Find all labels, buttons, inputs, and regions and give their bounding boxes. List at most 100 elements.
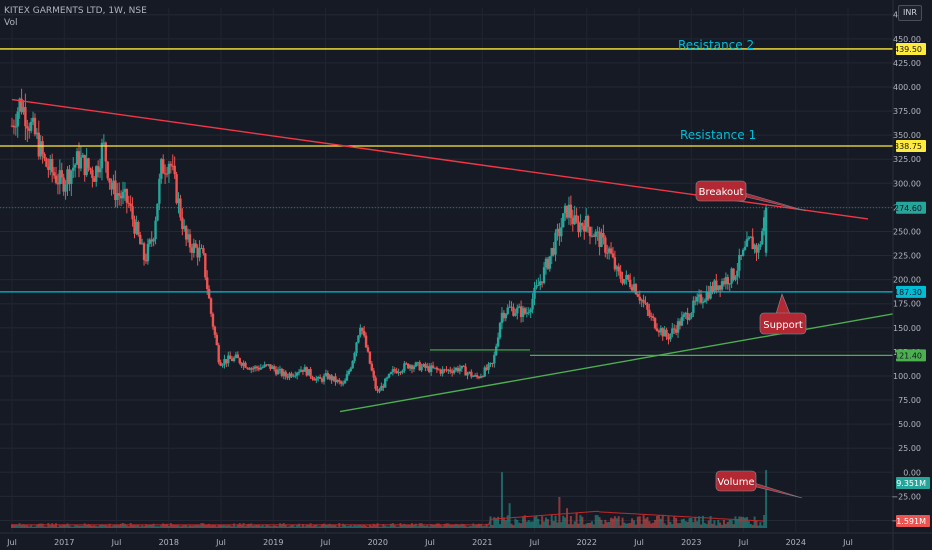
candle-body	[265, 364, 268, 366]
time-axis: Jul 2017 Jul 2018 Jul 2019 Jul 2020 Jul 2021 Jul 20…	[0, 532, 932, 547]
volume-bar	[181, 525, 184, 528]
candle-body	[458, 368, 462, 372]
candle-body	[341, 383, 345, 385]
candle-body	[160, 159, 163, 179]
candle-body	[481, 376, 485, 378]
volume-bar	[384, 525, 387, 528]
candle-body	[736, 270, 739, 277]
candle-body	[43, 154, 46, 159]
volume-bar	[409, 524, 412, 528]
volume-bar	[489, 516, 492, 528]
volume-bar	[227, 524, 230, 528]
volume-bar	[571, 524, 574, 528]
volume-bar	[682, 518, 685, 528]
volume-bar	[248, 523, 251, 528]
volume-bar	[188, 525, 191, 528]
time-tick-label: Jul	[424, 538, 435, 547]
candle-body	[569, 204, 573, 218]
candle-body	[586, 215, 590, 227]
volume-bar	[20, 525, 23, 528]
volume-bar	[382, 524, 385, 528]
volume-bar	[416, 526, 419, 528]
volume-bar	[135, 525, 138, 528]
candle-body	[472, 376, 475, 378]
candle-body	[175, 174, 178, 204]
candle-body	[12, 125, 16, 128]
candle-body	[355, 342, 358, 353]
volume-bar	[33, 526, 36, 528]
candle-body	[320, 378, 324, 382]
volume-bar	[236, 524, 239, 528]
volume-bar	[589, 522, 592, 528]
volume-bar	[634, 524, 637, 528]
volume-bar	[231, 526, 234, 528]
candle-body	[485, 367, 488, 370]
candle-body	[45, 158, 48, 167]
volume-bar	[514, 518, 517, 528]
volume-bar	[518, 522, 521, 528]
volume-bar	[608, 522, 611, 528]
volume-bar	[690, 518, 693, 528]
volume-bar	[512, 525, 515, 528]
candle-body	[607, 248, 611, 253]
candle-body	[426, 366, 429, 368]
candle-body	[470, 371, 473, 377]
volume-bar	[133, 525, 136, 528]
volume-bar	[148, 524, 151, 528]
candle-body	[517, 306, 521, 308]
volume-bar	[393, 525, 396, 528]
candle-body	[563, 205, 567, 214]
candle-body	[630, 287, 634, 291]
symbol-title: KITEX GARMENTS LTD, 1W, NSE	[4, 6, 147, 16]
volume-bar	[399, 523, 402, 528]
price-tick-label: 300.00	[893, 179, 921, 188]
volume-bar	[395, 526, 398, 528]
volume-bar	[131, 524, 134, 528]
candle-body	[466, 372, 469, 376]
candle-body	[273, 366, 276, 370]
volume-bar	[701, 515, 704, 528]
volume-bar	[753, 516, 756, 528]
candle-body	[135, 222, 138, 234]
candle-body	[661, 328, 664, 337]
volume-bar	[644, 518, 647, 528]
volume-bar	[698, 516, 701, 528]
time-tick-label: 2022	[577, 538, 597, 547]
volume-bar	[502, 517, 505, 528]
time-tick-label: 2024	[786, 538, 806, 547]
currency-badge[interactable]: INR	[898, 5, 922, 21]
candle-body	[477, 377, 481, 379]
volume-bar	[389, 523, 392, 528]
volume-bar	[537, 518, 540, 528]
candle-body	[37, 132, 40, 157]
candle-body	[330, 375, 333, 381]
volume-bar	[677, 523, 680, 528]
candle-body	[194, 243, 197, 248]
volume-bar	[277, 526, 280, 528]
volume-bar	[703, 522, 706, 528]
volume-bar	[210, 525, 213, 528]
candle-body	[230, 358, 234, 362]
candle-body	[431, 365, 435, 368]
volume-bar	[292, 524, 295, 528]
candle-body	[313, 378, 316, 381]
candle-body	[498, 323, 502, 338]
volume-bar	[717, 519, 720, 528]
volume-bar	[200, 523, 203, 528]
candle-body	[468, 371, 471, 373]
candle-body	[286, 376, 289, 378]
candle-body	[54, 175, 58, 183]
volume-callout-text: Volume	[717, 477, 754, 488]
volume-bar	[715, 525, 718, 528]
volume-bar	[464, 525, 467, 528]
candle-body	[288, 373, 291, 378]
volume-bar	[267, 525, 270, 528]
volume-bar	[345, 526, 348, 528]
candle-body	[493, 354, 496, 364]
volume-bar	[550, 514, 553, 528]
volume-bar	[77, 525, 80, 528]
candle-body	[638, 296, 641, 301]
volume-bar	[629, 522, 632, 528]
candle-body	[96, 166, 100, 173]
